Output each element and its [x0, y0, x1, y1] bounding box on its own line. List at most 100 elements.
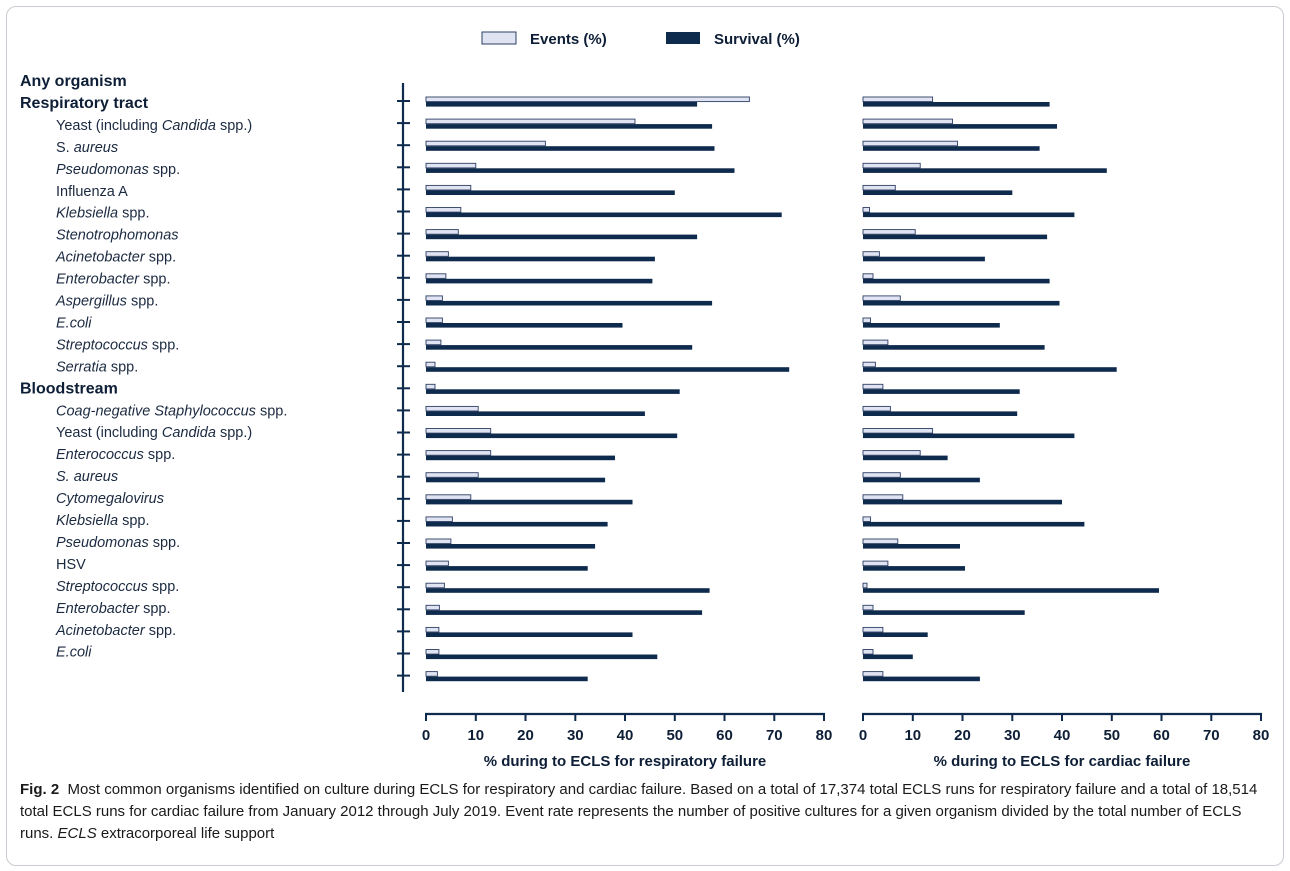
bar-survival-resp-13: [426, 389, 680, 394]
category-label-influenza-a: Influenza A: [56, 184, 128, 200]
bar-events-resp-21: [425, 560, 449, 567]
bar-survival-resp-11: [426, 345, 693, 350]
x-tick-label: 60: [716, 727, 733, 744]
bar-survival-resp-18: [426, 499, 633, 505]
bar-survival-card-22: [863, 588, 1159, 593]
x-tick-label: 70: [766, 727, 783, 744]
legend-events-label: Events (%): [530, 31, 607, 48]
x-axis-title: % during to ECLS for cardiac failure: [934, 753, 1191, 770]
bar-events-card-26: [862, 671, 884, 677]
bar-survival-card-19: [863, 521, 1085, 527]
bar-events-resp-4: [425, 184, 472, 191]
legend-events-swatch: [481, 31, 517, 45]
category-label-streptococcus-spp: Streptococcus spp.: [56, 337, 179, 353]
bar-survival-resp-21: [426, 566, 588, 571]
bar-survival-card-21: [863, 566, 965, 571]
bar-survival-resp-1: [426, 124, 713, 129]
caption-text: Most common organisms identified on cult…: [20, 781, 1258, 842]
bar-survival-card-23: [863, 610, 1025, 615]
x-tick-label: 20: [517, 727, 534, 744]
bar-survival-resp-5: [426, 212, 782, 218]
bar-survival-resp-14: [426, 411, 645, 416]
bar-survival-resp-6: [426, 234, 698, 240]
y-axis: [397, 83, 410, 692]
bar-events-card-1: [862, 118, 953, 125]
bar-survival-resp-9: [426, 300, 713, 306]
bar-survival-card-2: [863, 146, 1040, 151]
bar-survival-resp-3: [426, 168, 735, 173]
bar-survival-resp-2: [426, 146, 715, 151]
bar-events-card-20: [862, 538, 899, 545]
x-axis-title: % during to ECLS for respiratory failure: [484, 753, 767, 770]
bar-survival-card-14: [863, 411, 1018, 416]
x-tick-label: 20: [954, 727, 971, 744]
bar-survival-resp-20: [426, 544, 596, 549]
bar-survival-resp-24: [426, 632, 633, 637]
category-label-respiratory-tract: Respiratory tract: [20, 95, 149, 112]
bar-events-resp-13: [425, 383, 436, 390]
figure-caption: Fig. 2 Most common organisms identified …: [20, 779, 1270, 845]
bar-events-resp-20: [425, 538, 452, 545]
caption-text-end: extracorporeal life support: [96, 825, 275, 842]
category-label-pseudomonas-spp: Pseudomonas spp.: [56, 535, 180, 551]
x-tick-label: 60: [1153, 727, 1170, 744]
legend: Events (%) Survival (%): [481, 31, 800, 48]
category-label-yeast-including-candida-spp: Yeast (including Candida spp.): [56, 118, 252, 134]
bar-events-resp-3: [425, 162, 477, 169]
category-label-e-coli: E.coli: [56, 645, 92, 661]
bar-events-card-25: [862, 649, 874, 655]
category-label-any-organism: Any organism: [20, 73, 127, 90]
bar-events-resp-15: [425, 428, 492, 434]
bar-survival-card-7: [863, 256, 985, 262]
bar-events-card-21: [862, 560, 889, 567]
bar-events-card-7: [862, 251, 880, 257]
bar-survival-resp-8: [426, 278, 653, 284]
bar-events-card-9: [862, 295, 901, 301]
category-label-enterobacter-spp: Enterobacter spp.: [56, 272, 170, 288]
legend-survival-swatch: [666, 32, 700, 44]
bar-survival-resp-0: [426, 102, 698, 107]
bar-survival-card-4: [863, 190, 1013, 195]
bar-events-card-10: [862, 317, 871, 324]
bar-events-card-5: [862, 207, 870, 213]
bar-events-resp-14: [425, 405, 479, 412]
legend-survival-label: Survival (%): [714, 31, 800, 48]
caption-fig-label: Fig. 2: [20, 781, 60, 798]
bar-survival-resp-22: [426, 588, 710, 593]
category-label-bloodstream: Bloodstream: [20, 380, 118, 397]
bar-events-resp-1: [425, 118, 636, 125]
chart: Events (%) Survival (%) Any organism Resp…: [20, 31, 1270, 770]
x-tick-label: 10: [904, 727, 921, 744]
x-tick-label: 0: [422, 727, 430, 744]
bar-events-resp-6: [425, 229, 459, 235]
bar-survival-card-1: [863, 124, 1057, 129]
category-label-serratia-spp: Serratia spp.: [56, 359, 138, 375]
bar-events-resp-10: [425, 317, 443, 324]
bar-survival-resp-7: [426, 256, 655, 262]
bar-events-card-6: [862, 229, 916, 235]
category-label-klebsiella-spp: Klebsiella spp.: [56, 206, 150, 222]
bar-events-resp-26: [425, 671, 438, 677]
bar-events-resp-25: [425, 649, 440, 655]
bar-survival-card-15: [863, 433, 1075, 439]
bar-events-card-23: [862, 604, 874, 611]
bar-events-resp-19: [425, 516, 453, 522]
bar-survival-resp-15: [426, 433, 678, 439]
category-label-aspergillus-spp: Aspergillus spp.: [55, 294, 158, 310]
category-label-stenotrophomonas: Stenotrophomonas: [56, 228, 179, 244]
bar-survival-card-8: [863, 278, 1050, 284]
category-label-acinetobacter-spp: Acinetobacter spp.: [55, 623, 176, 639]
bar-events-card-16: [862, 450, 921, 456]
bar-survival-card-3: [863, 168, 1107, 173]
bar-events-card-13: [862, 383, 884, 390]
bar-events-card-11: [862, 339, 889, 346]
bar-survival-card-25: [863, 654, 913, 660]
panel-respiratory: 0 10 20 30 40 50 60 70 80 % during to ECLS for re…: [422, 96, 832, 770]
category-label-acinetobacter-spp: Acinetobacter spp.: [55, 250, 176, 266]
x-tick-label: 50: [666, 727, 683, 744]
x-tick-label: 80: [1253, 727, 1270, 744]
bar-survival-card-26: [863, 676, 980, 682]
bar-events-card-8: [862, 273, 874, 279]
bar-events-card-3: [862, 162, 921, 169]
bar-survival-card-0: [863, 102, 1050, 107]
